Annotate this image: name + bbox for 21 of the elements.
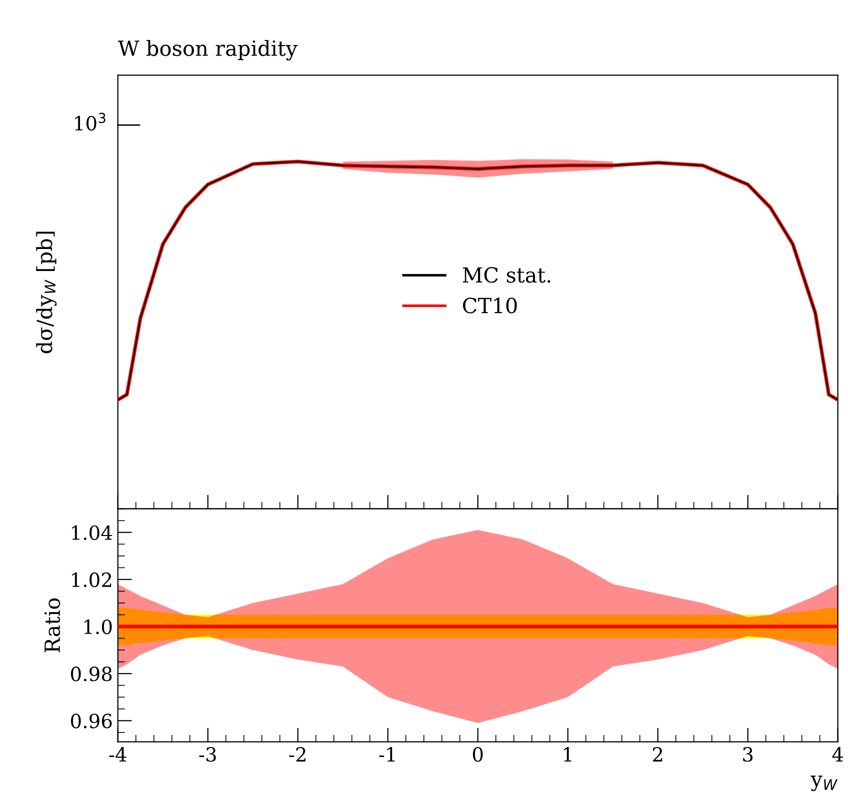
y-tick-label: 1.02 xyxy=(72,572,112,588)
x-tick-label: -3 xyxy=(199,747,216,762)
legend-label: CT10 xyxy=(463,298,517,314)
text: 10$^{3}$ xyxy=(75,112,106,131)
x-tick-label: -2 xyxy=(289,747,306,762)
legend-label: MC stat. xyxy=(462,267,550,283)
x-tick-label: 3 xyxy=(743,747,753,762)
y-tick-label: 0.98 xyxy=(71,666,112,682)
y-axis-title: Ratio xyxy=(44,598,60,652)
x-tick-label: -1 xyxy=(379,747,395,762)
y-tick-label: 1.0 xyxy=(84,619,112,634)
x-tick-label: 0 xyxy=(472,747,483,762)
y-tick-label: 0.96 xyxy=(71,714,112,728)
x-tick-label: 2 xyxy=(652,747,662,762)
x-tick-label: -4 xyxy=(109,747,126,762)
x-axis-title: y$_{W}$ xyxy=(810,776,838,792)
y-axis-title: dσ/dy$_{W}$ [pb] xyxy=(36,232,57,354)
chart-title: W boson rapidity xyxy=(118,40,298,60)
x-tick-label: 4 xyxy=(832,747,844,762)
y-tick-label: 1.04 xyxy=(72,525,112,540)
x-tick-label: 1 xyxy=(564,747,572,762)
